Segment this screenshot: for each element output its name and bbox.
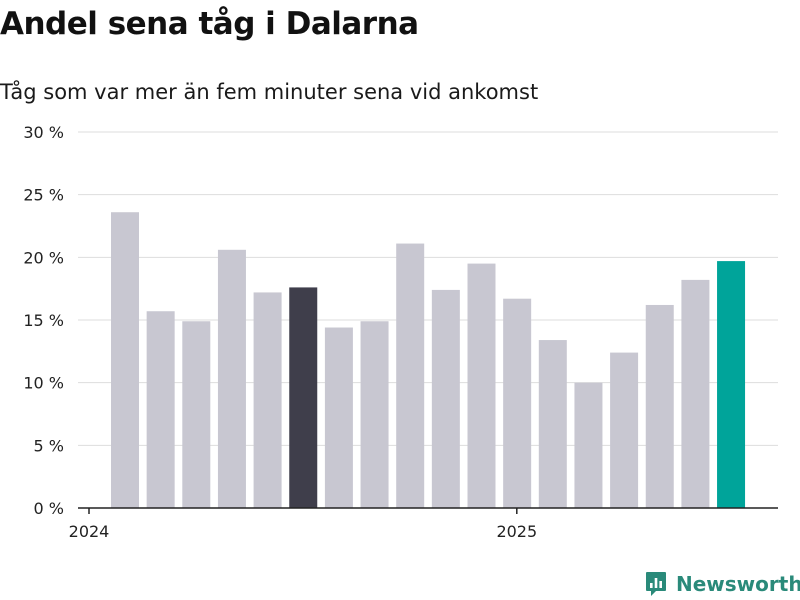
- newsworthy-logo-icon: [646, 572, 666, 596]
- bar: [467, 263, 496, 508]
- y-tick-label: 0 %: [34, 499, 64, 518]
- bar: [431, 289, 460, 508]
- bar: [182, 321, 211, 508]
- y-axis-labels: 0 % 5 % 10 % 15 % 20 % 25 % 30 %: [23, 123, 64, 518]
- bar: [503, 298, 532, 508]
- x-tick-label: 2025: [496, 522, 537, 541]
- y-tick-label: 5 %: [34, 436, 64, 455]
- chart-subtitle: Tåg som var mer än fem minuter sena vid …: [0, 80, 539, 104]
- bar: [360, 321, 389, 508]
- y-tick-label: 15 %: [23, 311, 64, 330]
- bar: [610, 352, 639, 508]
- bar: [574, 382, 603, 508]
- newsworthy-brand[interactable]: Newsworthy: [645, 568, 800, 600]
- x-axis: 2024 2025: [69, 507, 778, 541]
- bars: [111, 212, 746, 509]
- y-tick-label: 20 %: [23, 248, 64, 267]
- bar-chart: 0 % 5 % 10 % 15 % 20 % 25 % 30 % 2024 2025: [23, 123, 778, 541]
- bar: [289, 287, 318, 508]
- x-tick-label: 2024: [69, 522, 110, 541]
- brand-name: Newsworthy: [676, 572, 800, 596]
- y-tick-label: 10 %: [23, 374, 64, 393]
- y-tick-label: 25 %: [23, 186, 64, 205]
- bar: [717, 261, 746, 508]
- bar: [217, 249, 246, 508]
- bar: [111, 212, 139, 509]
- bar: [396, 243, 425, 508]
- y-tick-label: 30 %: [23, 123, 64, 142]
- bar: [538, 340, 567, 508]
- bar: [681, 279, 710, 508]
- bar: [324, 327, 353, 508]
- bar: [146, 311, 175, 508]
- bar: [645, 304, 674, 508]
- bar: [253, 292, 282, 508]
- chart-title: Andel sena tåg i Dalarna: [0, 6, 419, 42]
